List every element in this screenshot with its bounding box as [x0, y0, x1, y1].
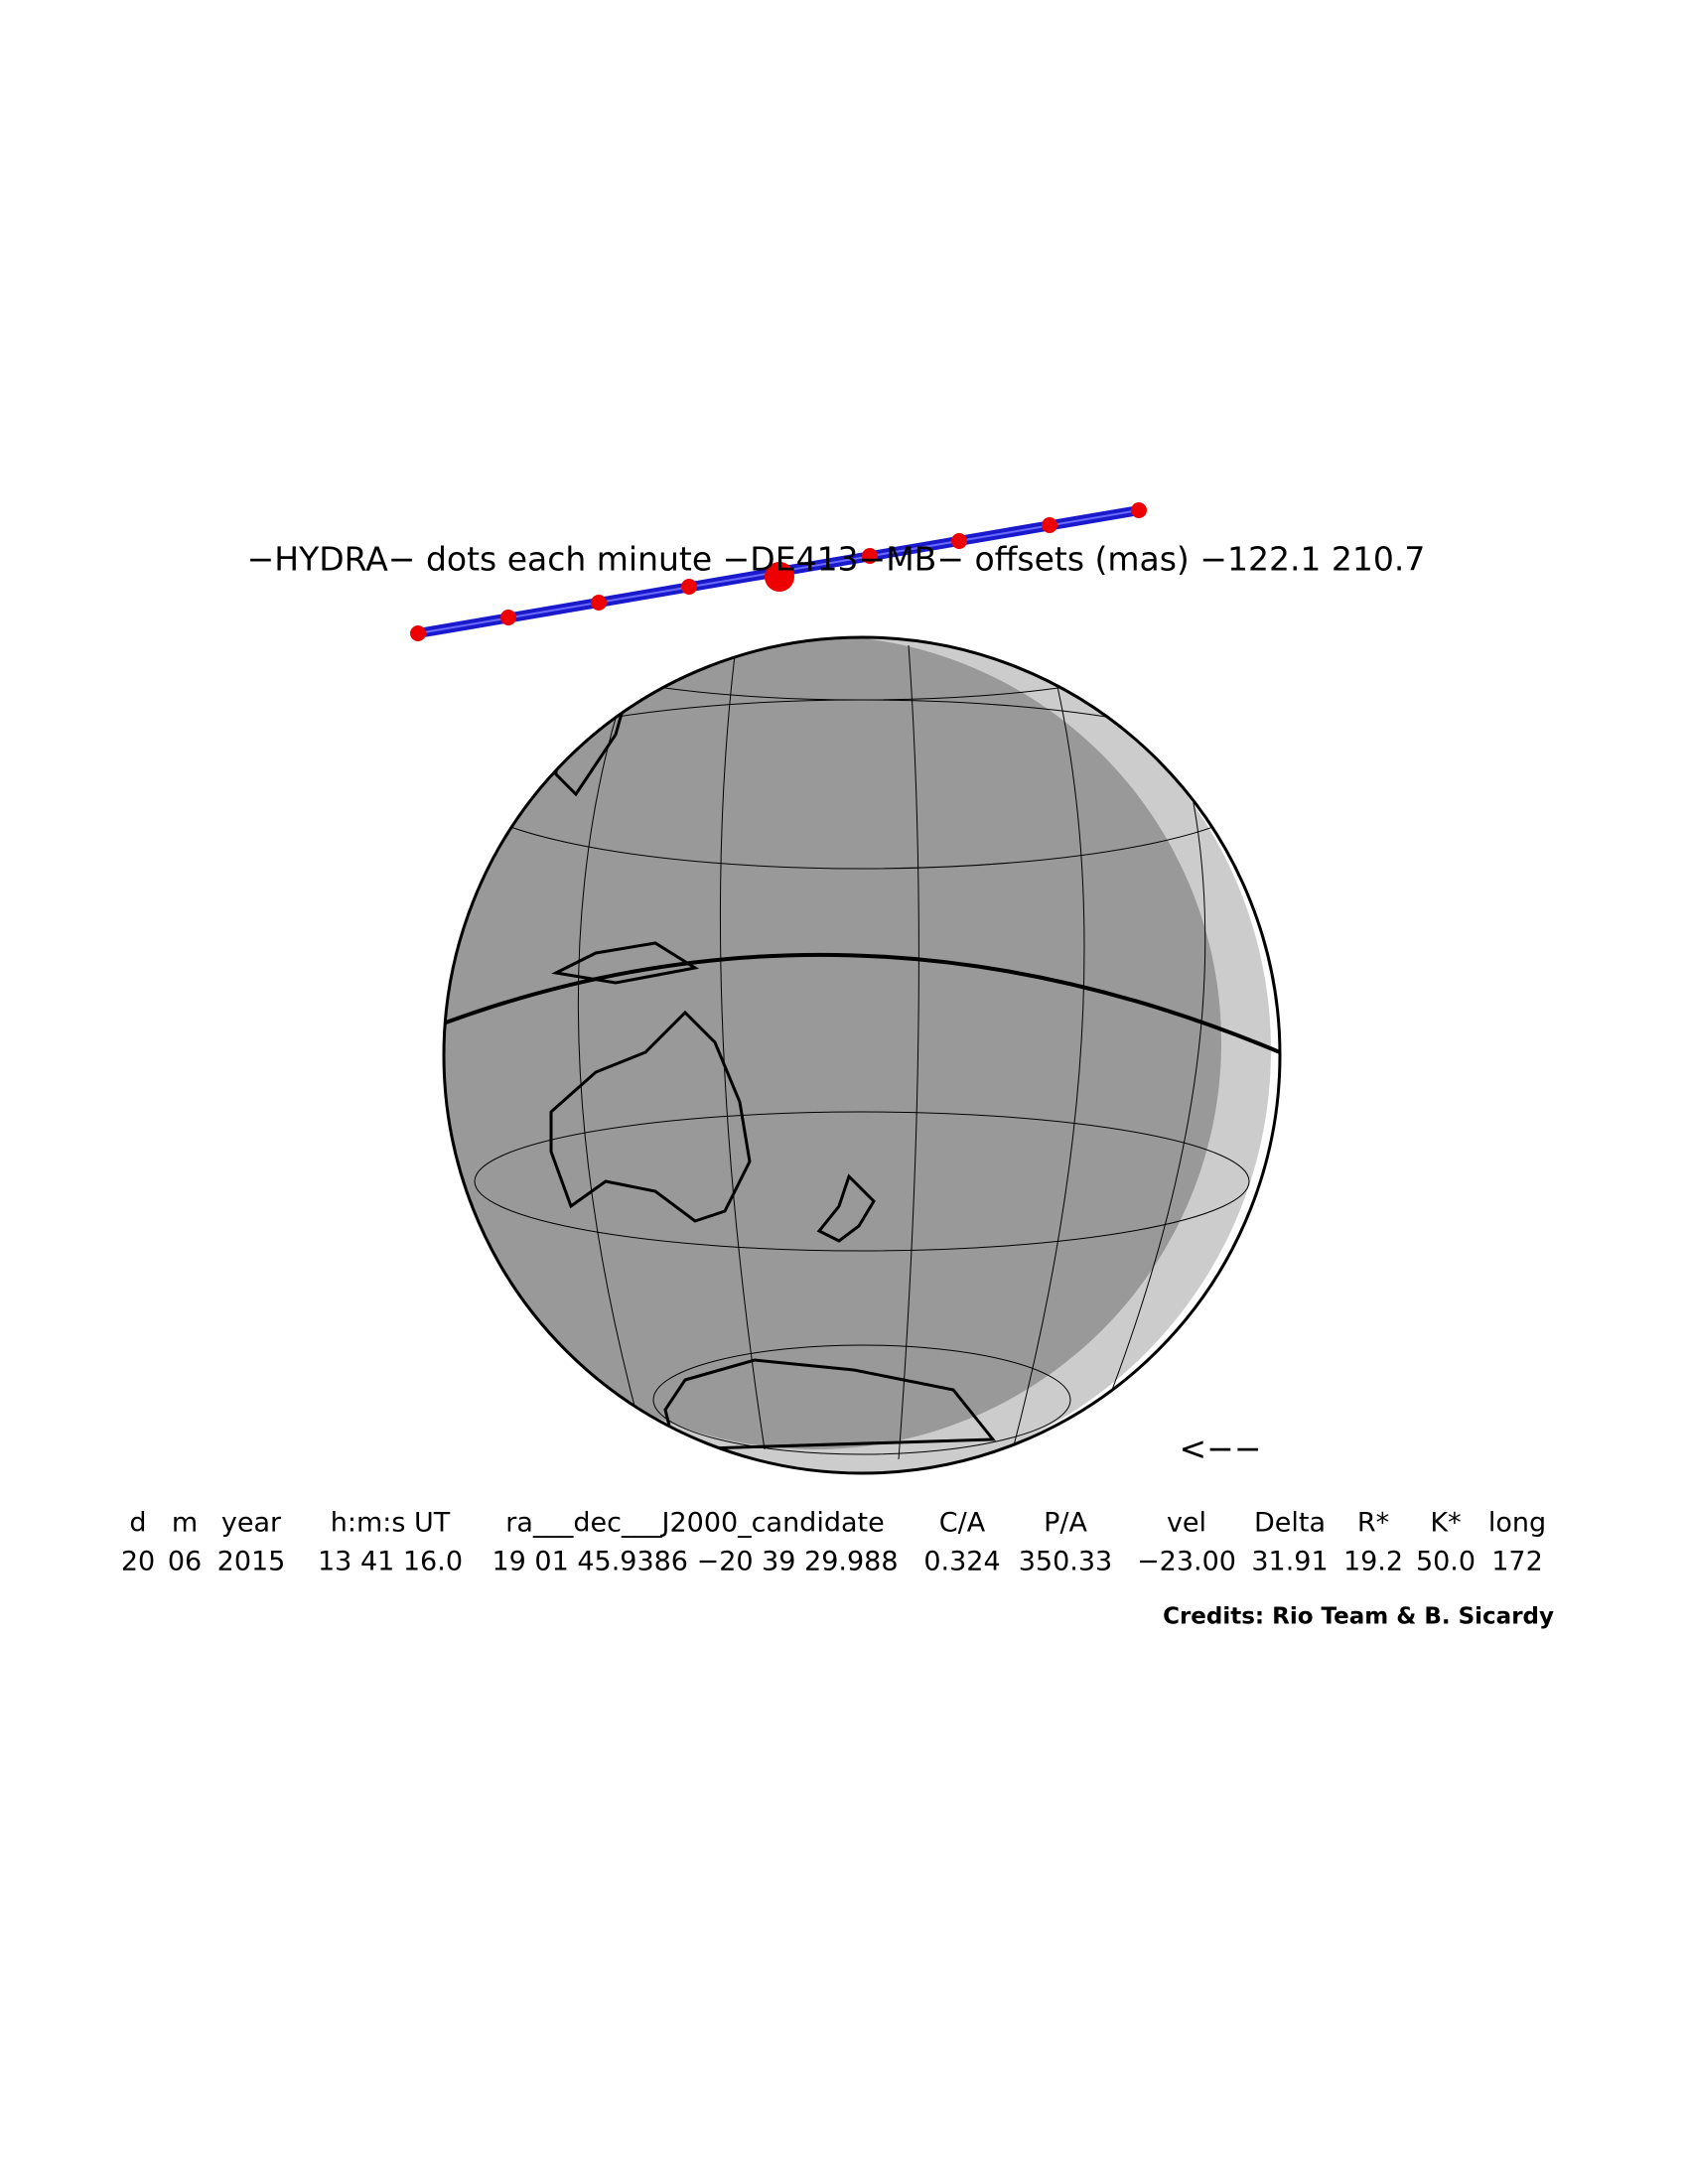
column-header: d	[129, 1508, 146, 1539]
data-table: d m year h:m:s UT ra___dec___J2000_candidate…	[121, 1508, 1546, 1577]
column-header: R*	[1357, 1508, 1389, 1539]
table-cell: 06	[168, 1547, 202, 1577]
column-header: C/A	[939, 1508, 986, 1539]
column-header: h:m:s UT	[331, 1508, 451, 1539]
column-header: vel	[1167, 1508, 1206, 1539]
table-cell: −23.00	[1137, 1547, 1236, 1577]
table-cell: 2015	[217, 1547, 286, 1577]
column-header: year	[221, 1508, 282, 1539]
column-header: m	[172, 1508, 198, 1539]
table-cell: 172	[1491, 1547, 1543, 1577]
table-cell: 19.2	[1343, 1547, 1403, 1577]
credits: Credits: Rio Team & B. Sicardy	[1163, 1604, 1554, 1630]
table-cell: 31.91	[1251, 1547, 1328, 1577]
table-cell: 20	[121, 1547, 155, 1577]
globe-outline	[442, 635, 1282, 1475]
globe	[444, 637, 1280, 1473]
column-header: ra___dec___J2000_candidate	[505, 1508, 884, 1539]
direction-arrow: <−−	[1180, 1430, 1262, 1468]
table-cell: 350.33	[1019, 1547, 1112, 1577]
title: −HYDRA− dots each minute −DE413−MB− offs…	[247, 540, 1426, 579]
shadow-path	[410, 502, 1147, 641]
column-header: K*	[1430, 1508, 1461, 1539]
table-cell: 50.0	[1416, 1547, 1476, 1577]
column-header: long	[1488, 1508, 1546, 1539]
column-header: Delta	[1254, 1508, 1326, 1539]
column-header: P/A	[1044, 1508, 1087, 1539]
table-cell: 0.324	[923, 1547, 1000, 1577]
table-cell: 19 01 45.9386 −20 39 29.988	[492, 1547, 898, 1577]
table-cell: 13 41 16.0	[318, 1547, 463, 1577]
